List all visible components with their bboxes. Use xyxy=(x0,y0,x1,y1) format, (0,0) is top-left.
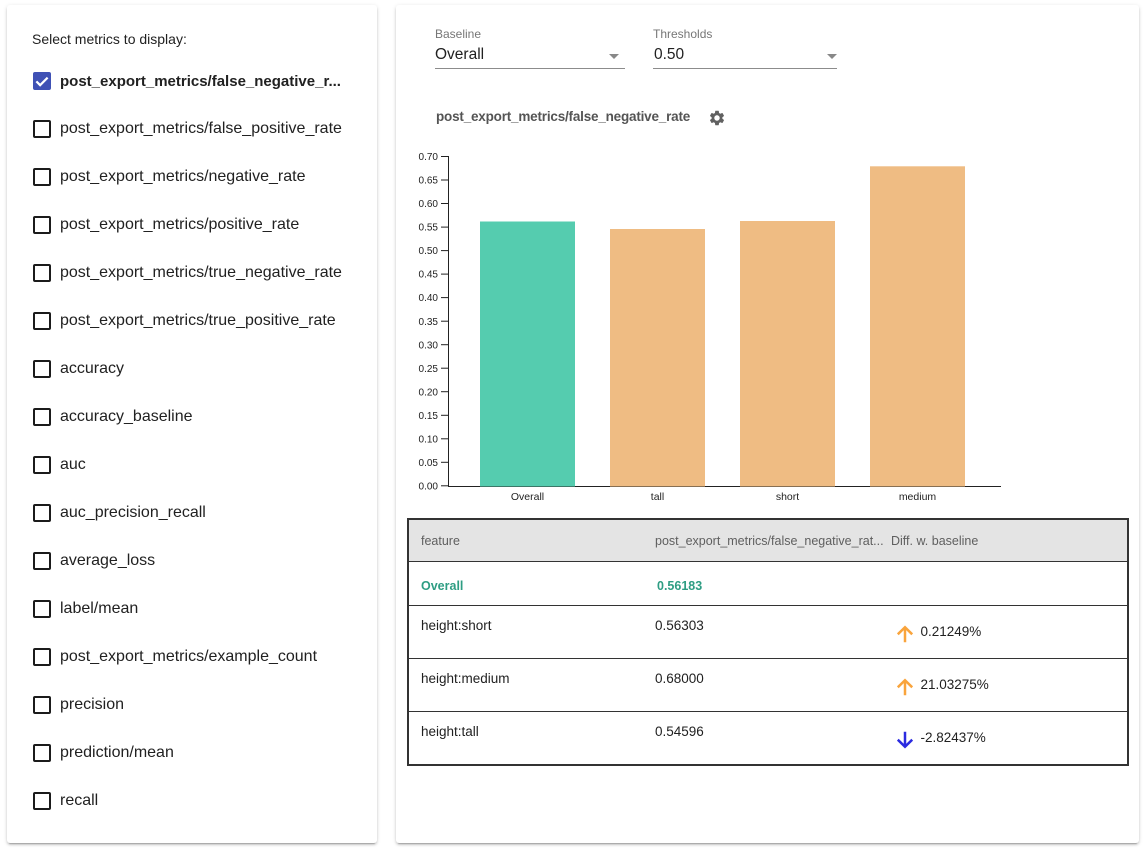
svg-text:0.70: 0.70 xyxy=(419,152,439,163)
svg-text:tall: tall xyxy=(651,491,664,503)
svg-text:0.40: 0.40 xyxy=(419,293,439,304)
svg-text:0.55: 0.55 xyxy=(419,223,439,234)
svg-text:Overall: Overall xyxy=(511,491,544,503)
svg-text:short: short xyxy=(776,491,799,503)
svg-text:0.50: 0.50 xyxy=(419,246,439,257)
svg-text:0.10: 0.10 xyxy=(419,434,439,445)
svg-text:medium: medium xyxy=(899,491,937,503)
svg-text:0.15: 0.15 xyxy=(419,411,439,422)
svg-text:0.65: 0.65 xyxy=(419,176,439,187)
svg-text:0.30: 0.30 xyxy=(419,340,439,351)
svg-text:0.60: 0.60 xyxy=(419,199,439,210)
svg-text:0.05: 0.05 xyxy=(419,458,439,469)
svg-text:0.20: 0.20 xyxy=(419,387,439,398)
svg-text:0.45: 0.45 xyxy=(419,270,439,281)
svg-text:0.25: 0.25 xyxy=(419,364,439,375)
svg-text:0.00: 0.00 xyxy=(419,481,439,492)
svg-text:0.35: 0.35 xyxy=(419,317,439,328)
